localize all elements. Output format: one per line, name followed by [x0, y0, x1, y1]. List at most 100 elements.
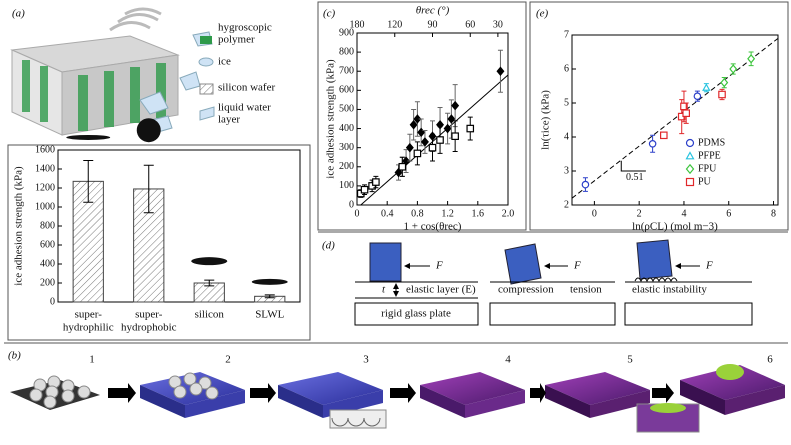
y-tick-label: 7	[564, 29, 569, 40]
x-tick-label: 2.0	[502, 208, 515, 219]
y-tick-label: 600	[40, 239, 55, 250]
y-axis-label: ice adhesion strength (kPa)	[13, 166, 25, 286]
y-tick-label: 400	[40, 258, 55, 269]
y-tick-label: 2	[564, 199, 569, 210]
droplet-icon	[251, 278, 288, 285]
x-tick-label: 8	[771, 208, 776, 219]
point	[648, 140, 657, 148]
y-tick-label: 4	[564, 131, 569, 142]
point	[747, 54, 756, 64]
y-tick-label: 100	[339, 180, 354, 191]
point	[718, 90, 726, 99]
legend-label: silicon wafer	[218, 82, 275, 94]
diagram-label: F	[573, 260, 581, 272]
y-tick-label: 1000	[35, 201, 55, 212]
slope-guide	[620, 160, 646, 172]
fit-line	[571, 38, 779, 199]
annotation: 0.51	[626, 172, 644, 183]
y-tick-label: 400	[339, 123, 354, 134]
plot-frame	[571, 34, 779, 206]
x-tick-label: 4	[681, 208, 686, 219]
point	[581, 180, 590, 189]
y-tick-label: 700	[339, 66, 354, 77]
step-number: 3	[363, 354, 369, 366]
y-tick-label: 3	[564, 165, 569, 176]
legend-label: hygroscopic	[218, 22, 272, 34]
panel-frame	[529, 1, 789, 231]
diagram-label: t	[382, 284, 386, 296]
y-tick-label: 1600	[35, 144, 55, 155]
point	[451, 132, 459, 141]
panel-frame	[317, 1, 527, 231]
x-tick-label: 0	[355, 208, 360, 219]
y-axis-label: ice adhesion strength (kPa)	[325, 59, 337, 179]
legend-label: layer	[218, 114, 240, 126]
error-bar	[264, 294, 275, 299]
y-tick-label: 1200	[35, 182, 55, 193]
diagram-label: tension	[570, 284, 602, 296]
point	[398, 162, 407, 171]
legend-label: PU	[698, 176, 712, 187]
point	[409, 119, 418, 130]
point	[372, 178, 380, 186]
x-tick-label: 2	[637, 208, 642, 219]
y-tick-label: 800	[40, 220, 55, 231]
point	[417, 127, 426, 138]
step-number: 4	[505, 354, 511, 366]
x2-tick-label: 180	[350, 19, 365, 30]
diagram-label: F	[705, 260, 713, 272]
x-tick-label: 0.4	[381, 208, 394, 219]
legend-label: ice	[218, 56, 231, 68]
x2-tick-label: 60	[465, 19, 475, 30]
point	[428, 143, 437, 152]
point	[394, 167, 403, 178]
x-tick-label: hydrophobic	[121, 322, 177, 334]
x2-tick-label: 90	[428, 19, 438, 30]
x2-tick-label: 120	[387, 19, 402, 30]
x-tick-label: 0	[592, 208, 597, 219]
x2-tick-label: 30	[493, 19, 503, 30]
x-tick-label: SLWL	[255, 309, 284, 321]
step-number: 5	[627, 354, 633, 366]
legend-label: liquid water	[218, 102, 271, 114]
x-tick-label: super-	[75, 309, 103, 321]
y-tick-label: 600	[339, 85, 354, 96]
droplet-icon	[136, 118, 161, 143]
panel-frame	[7, 144, 311, 341]
legend-marker	[685, 163, 695, 175]
legend-label: FPU	[698, 163, 717, 174]
x-axis-label: ln(ρCL) (mol m−3)	[632, 221, 718, 233]
x-axis-label: 1 + cos(θrec)	[404, 221, 462, 233]
legend-label: polymer	[218, 34, 255, 46]
x-tick-label: 0.8	[411, 208, 424, 219]
mechanics-diagram	[354, 239, 753, 326]
point	[451, 100, 460, 111]
diagram-label: elastic instability	[632, 284, 707, 296]
panel-label: (c)	[323, 8, 336, 20]
y-tick-label: 1400	[35, 163, 55, 174]
point	[702, 83, 711, 91]
droplet-icon	[66, 134, 111, 140]
y-tick-label: 500	[339, 104, 354, 115]
y-axis-label: ln(τice) (kPa)	[540, 90, 552, 150]
x-tick-label: 6	[726, 208, 731, 219]
y-tick-label: 6	[564, 63, 569, 74]
y-tick-label: 5	[564, 97, 569, 108]
process-illustration	[10, 364, 785, 433]
diagram-label: rigid glass plate	[381, 308, 451, 320]
x-tick-label: silicon	[195, 309, 225, 321]
panel-label: (d)	[322, 240, 335, 252]
legend-label: PFPE	[698, 150, 721, 161]
x2-axis-label: θrec (°)	[416, 5, 450, 17]
y-tick-label: 900	[339, 27, 354, 38]
x-tick-label: hydrophilic	[63, 322, 114, 334]
point	[443, 123, 452, 134]
point	[682, 109, 690, 118]
error-bar	[83, 159, 94, 203]
x-tick-label: 1.2	[441, 208, 454, 219]
point	[405, 142, 414, 153]
point	[496, 66, 505, 76]
step-number: 6	[767, 354, 773, 366]
legend-marker	[685, 138, 695, 148]
